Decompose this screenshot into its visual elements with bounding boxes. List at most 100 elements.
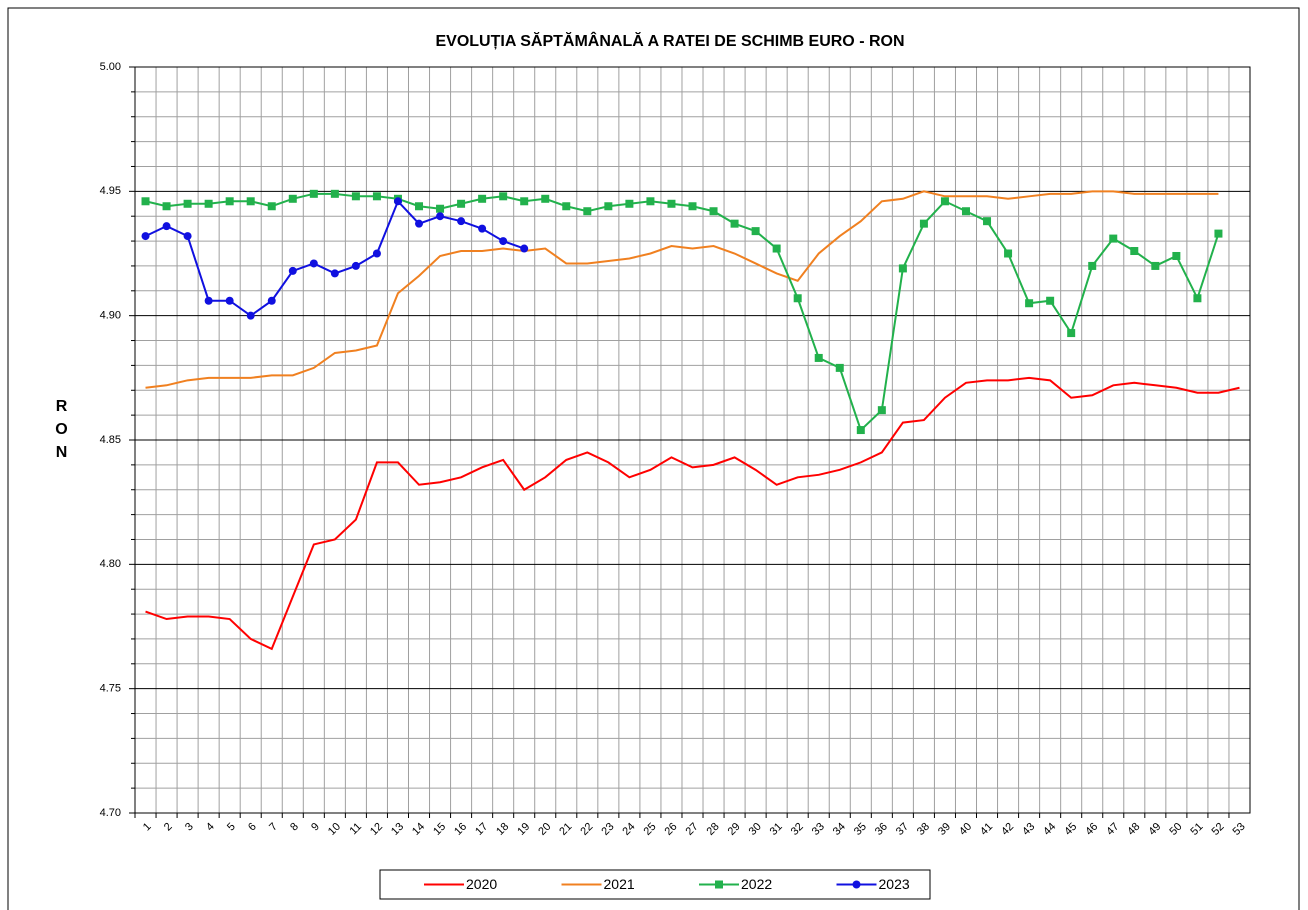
- x-tick-label: 23: [599, 821, 616, 838]
- x-tick-label: 5: [225, 821, 238, 834]
- legend-label: 2023: [879, 876, 910, 892]
- x-tick-label: 20: [536, 821, 553, 838]
- x-tick-label: 27: [684, 821, 701, 838]
- x-tick-label: 38: [915, 821, 932, 838]
- y-axis-label: RON: [53, 398, 70, 467]
- x-tick-label: 36: [873, 821, 890, 838]
- x-tick-label: 18: [494, 821, 511, 838]
- series-line: [145, 199, 525, 317]
- data-point: [246, 311, 255, 320]
- data-point: [898, 264, 907, 273]
- data-point: [351, 192, 360, 201]
- data-point: [267, 296, 276, 305]
- data-point: [246, 197, 255, 206]
- series-line: [145, 192, 1220, 432]
- data-point: [961, 207, 970, 216]
- y-tick-label: 4.90: [100, 310, 121, 322]
- data-point: [436, 212, 445, 221]
- x-tick-label: 4: [204, 821, 217, 834]
- y-tick-label: 4.80: [100, 558, 121, 570]
- data-point: [372, 192, 381, 201]
- x-tick-label: 31: [768, 821, 785, 838]
- data-point: [625, 199, 634, 208]
- legend-marker: [715, 880, 723, 889]
- data-point: [415, 219, 424, 228]
- data-point: [499, 237, 508, 246]
- x-tick-label: 49: [1146, 821, 1163, 838]
- data-point: [372, 249, 381, 258]
- data-point: [583, 207, 592, 216]
- data-point: [751, 227, 760, 236]
- x-tick-label: 3: [183, 821, 196, 834]
- data-point: [183, 199, 192, 208]
- x-tick-label: 45: [1062, 821, 1079, 838]
- data-point: [162, 202, 171, 211]
- x-tick-label: 10: [326, 821, 343, 838]
- data-point: [1214, 229, 1223, 238]
- data-point: [393, 197, 402, 206]
- data-point: [856, 426, 865, 435]
- x-tick-label: 2: [162, 821, 175, 834]
- x-tick-label: 16: [452, 821, 469, 838]
- data-point: [499, 192, 508, 201]
- data-point: [351, 261, 360, 270]
- data-point: [919, 219, 928, 228]
- data-point: [520, 197, 529, 206]
- x-tick-label: 26: [662, 821, 679, 838]
- x-tick-label: 25: [641, 821, 658, 838]
- x-tick-label: 48: [1125, 821, 1142, 838]
- data-point: [436, 204, 445, 213]
- x-tick-label: 33: [810, 821, 827, 838]
- data-point: [983, 217, 992, 226]
- x-tick-label: 13: [389, 821, 406, 838]
- data-point: [814, 353, 823, 362]
- data-point: [309, 259, 318, 268]
- y-tick-label: 4.75: [100, 683, 121, 695]
- x-tick-label: 24: [620, 821, 637, 838]
- series-line: [145, 190, 1219, 389]
- data-point: [646, 197, 655, 206]
- x-tick-label: 32: [789, 821, 806, 838]
- data-point: [225, 197, 234, 206]
- x-tick-label: 34: [831, 821, 848, 838]
- data-point: [415, 202, 424, 211]
- x-tick-label: 46: [1083, 821, 1100, 838]
- x-tick-label: 43: [1020, 821, 1037, 838]
- data-point: [330, 269, 339, 278]
- data-point: [1193, 294, 1202, 303]
- x-tick-label: 30: [747, 821, 764, 838]
- x-tick-label: 17: [473, 821, 490, 838]
- x-tick-label: 1: [141, 821, 154, 834]
- x-tick-label: 47: [1104, 821, 1121, 838]
- data-point: [204, 296, 213, 305]
- data-point: [478, 194, 487, 203]
- data-point: [835, 363, 844, 372]
- plot-border: [134, 66, 1251, 814]
- x-tick-label: 28: [705, 821, 722, 838]
- data-point: [730, 219, 739, 228]
- data-point: [1109, 234, 1118, 243]
- data-point: [1046, 296, 1055, 305]
- data-point: [267, 202, 276, 211]
- data-point: [225, 296, 234, 305]
- y-tick-label: 5.00: [100, 61, 121, 73]
- chart-title: EVOLUȚIA SĂPTĂMÂNALĂ A RATEI DE SCHIMB E…: [435, 31, 904, 50]
- data-point: [478, 224, 487, 233]
- data-point: [1172, 251, 1181, 260]
- data-point: [604, 202, 613, 211]
- data-point: [141, 232, 150, 241]
- frame: [7, 7, 1300, 910]
- y-tick-label: 4.85: [100, 434, 121, 446]
- data-point: [940, 197, 949, 206]
- data-point: [877, 406, 886, 415]
- data-point: [1151, 261, 1160, 270]
- data-point: [1025, 299, 1034, 308]
- data-point: [162, 222, 171, 231]
- data-point: [520, 244, 529, 253]
- data-point: [1130, 247, 1139, 256]
- data-point: [562, 202, 571, 211]
- x-tick-label: 9: [309, 821, 322, 834]
- data-point: [688, 202, 697, 211]
- y-tick-label: 4.70: [100, 807, 121, 819]
